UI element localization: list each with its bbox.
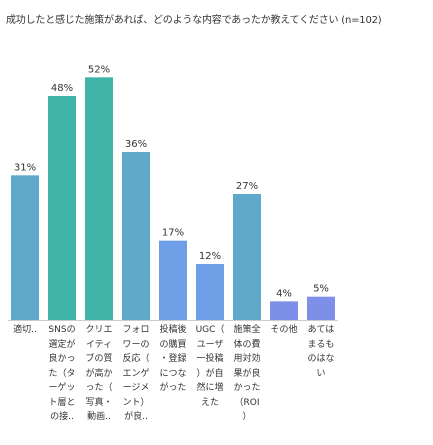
category-label-4: 投稿後 の購買 ・登録 につな がった	[159, 325, 187, 393]
bar-4	[159, 240, 187, 320]
category-label-6: 施策全 体の費 用対効 果が良 かった （ROI ）	[233, 325, 261, 422]
value-label-8: 5%	[313, 284, 329, 295]
bar-0	[11, 175, 39, 320]
category-label-8: あては まるも のはな い	[307, 325, 335, 379]
value-label-5: 12%	[199, 251, 221, 262]
bar-6	[233, 194, 261, 320]
value-label-0: 31%	[14, 162, 36, 173]
bar-8	[307, 296, 335, 320]
category-label-3: フォロ ワーの 反応（ エンゲ ージメ ント） が良..	[122, 325, 150, 422]
category-label-2: クリエ イティ ブの質 が高か った（ 写真・ 動画..	[85, 325, 113, 422]
category-label-7: その他	[270, 325, 298, 335]
category-label-5: UGC（ ユーザ 一投稿 ）が自 然に増 えた	[195, 325, 225, 408]
bar-2	[85, 77, 113, 320]
value-label-4: 17%	[162, 228, 184, 239]
value-label-1: 48%	[51, 83, 73, 94]
chart-title: 成功したと感じた施策があれば、どのような内容であったか教えてください (n=10…	[6, 15, 382, 26]
bar-5	[196, 264, 224, 320]
category-label-0: 適切..	[13, 325, 37, 335]
value-label-2: 52%	[88, 64, 110, 75]
value-label-3: 36%	[125, 139, 147, 150]
bar-3	[122, 152, 150, 320]
bar-1	[48, 96, 76, 320]
category-label-1: SNSの 選定が 良かっ た（タ ーゲッ ト層と の接..	[48, 325, 76, 422]
bar-7	[270, 301, 298, 320]
value-label-7: 4%	[276, 288, 292, 299]
value-label-6: 27%	[236, 181, 258, 192]
